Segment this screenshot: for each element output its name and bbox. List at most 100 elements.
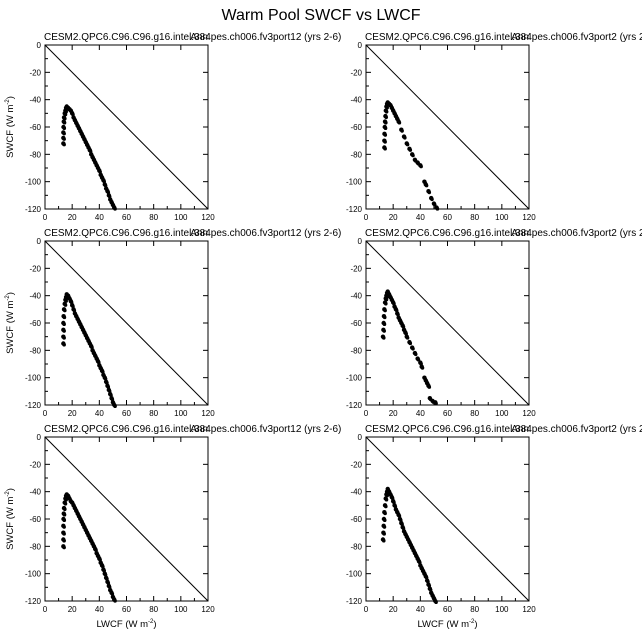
x-tick-label: 60 [122,605,131,614]
x-tick-label: 0 [364,213,369,222]
data-point [63,507,67,512]
data-point [432,202,437,207]
data-points [380,289,438,406]
data-point [62,518,67,522]
y-tick-label: -20 [350,68,362,77]
x-tick-label: 40 [95,409,104,418]
data-point [408,341,413,346]
data-point [435,207,440,211]
x-tick-label: 0 [364,605,369,614]
data-point [397,120,402,125]
data-point [411,153,415,158]
y-tick-label: -100 [25,570,42,579]
data-point [62,336,66,340]
x-tick-label: 20 [389,605,398,614]
data-point [403,135,407,140]
data-point [382,322,387,327]
data-point [113,207,117,211]
data-point [383,126,388,130]
data-point [434,401,438,406]
y-tick-label: -40 [350,488,362,497]
data-point [384,301,388,306]
data-point [62,545,66,550]
y-tick-label: -40 [29,292,41,301]
panel-title-right: Ann [511,424,529,435]
data-point [63,112,68,117]
x-tick-label: 80 [470,409,479,418]
panel-title-right: Ann [190,424,208,435]
data-point [62,131,66,136]
reference-line [365,44,530,210]
y-axis-label: SWCF (W m-2) [5,96,16,158]
reference-line [44,436,209,602]
y-tick-label: -80 [29,346,41,355]
y-tick-label: -120 [346,401,363,410]
data-point [62,532,66,536]
x-tick-label: 80 [149,409,158,418]
y-tick-label: -60 [29,319,41,328]
panel-title-left: CESM2.QPC6.C96.C96.g16.intel.384pes.ch00… [44,424,341,435]
x-axis-label: LWCF (W m-2) [417,619,477,630]
panel-title-left: CESM2.QPC6.C96.C96.g16.intel.384pes.ch00… [365,32,642,43]
data-point [62,512,67,517]
y-tick-label: -20 [29,264,41,273]
panels: CESM2.QPC6.C96.C96.g16.intel.384pes.ch00… [5,32,642,630]
y-tick-label: -100 [346,374,363,383]
data-points [61,104,117,211]
data-point [62,120,67,125]
data-point [64,299,68,303]
data-point [382,329,386,333]
data-point [405,142,410,147]
y-tick-label: -100 [346,178,363,187]
data-point [62,315,67,320]
panel-title-right: Ann [190,32,208,43]
data-point [383,308,387,313]
data-point [383,140,387,144]
x-tick-label: 120 [522,409,536,418]
data-point [62,538,66,543]
data-point [64,497,68,502]
x-tick-label: 100 [174,409,188,418]
y-tick-label: 0 [37,237,42,246]
x-tick-label: 120 [201,213,215,222]
y-tick-label: 0 [37,433,42,442]
data-point [62,126,67,130]
data-point [413,352,418,357]
data-points [61,492,117,603]
x-tick-label: 20 [68,409,77,418]
panel-title-right: Ann [190,228,208,239]
data-point [382,532,386,536]
x-axis-label: LWCF (W m-2) [96,619,156,630]
data-point [63,308,67,313]
y-tick-label: -80 [350,542,362,551]
reference-line [365,240,530,406]
y-tick-label: -40 [350,96,362,105]
data-point [434,600,438,604]
data-point [384,504,388,509]
x-tick-label: 20 [389,213,398,222]
scatter-panel-3: CESM2.QPC6.C96.C96.g16.intel.384pes.ch00… [5,228,341,418]
data-point [63,502,68,506]
data-point [384,120,388,125]
y-tick-label: -80 [350,150,362,159]
x-tick-label: 100 [495,409,509,418]
y-tick-label: -60 [29,515,41,524]
y-tick-label: 0 [358,237,363,246]
y-axis-label: SWCF (W m-2) [5,292,16,354]
y-tick-label: -40 [29,488,41,497]
x-tick-label: 20 [389,409,398,418]
data-point [383,146,387,151]
data-points [382,100,440,211]
x-tick-label: 40 [416,409,425,418]
y-tick-label: -40 [29,96,41,105]
x-tick-label: 20 [68,213,77,222]
x-tick-label: 80 [470,213,479,222]
data-point [416,357,421,362]
y-tick-label: -100 [25,374,42,383]
x-tick-label: 100 [495,605,509,614]
y-tick-label: -60 [350,319,362,328]
data-point [383,511,387,516]
panel-title-right: Ann [511,228,529,239]
y-tick-label: -20 [29,460,41,469]
